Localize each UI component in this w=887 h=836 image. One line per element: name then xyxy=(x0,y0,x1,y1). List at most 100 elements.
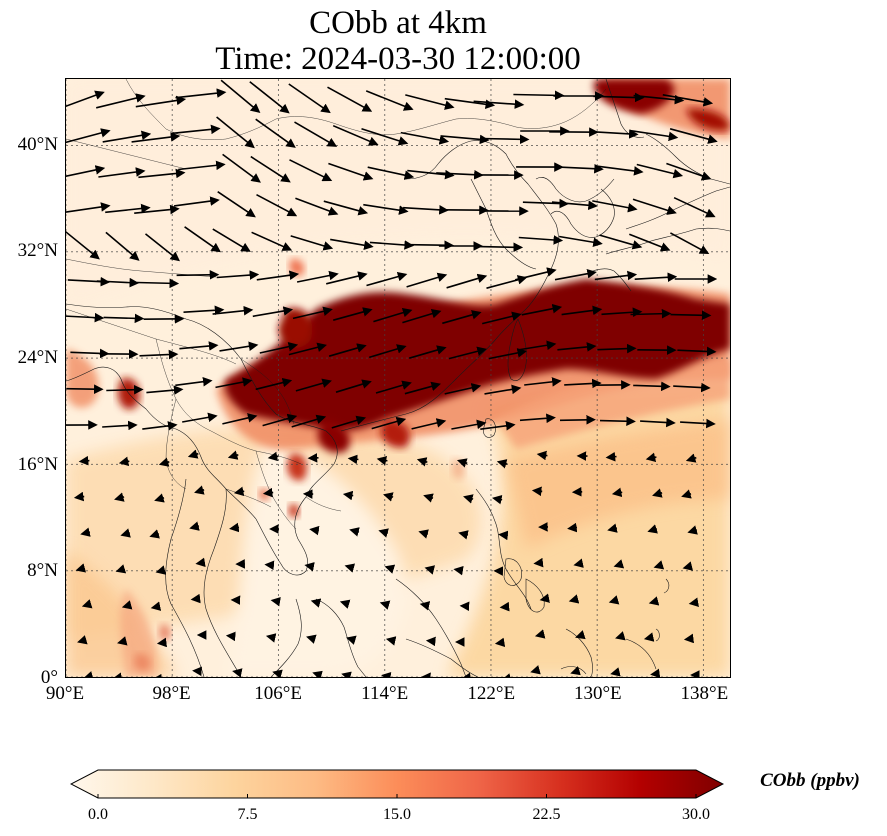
wind-arrow xyxy=(120,528,131,538)
wind-arrow xyxy=(105,231,140,261)
wind-arrow xyxy=(347,454,359,465)
wind-arrow xyxy=(551,200,598,211)
wind-arrow xyxy=(425,636,436,647)
wind-arrow xyxy=(81,599,93,609)
wind-arrow xyxy=(346,635,357,645)
wind-arrow xyxy=(405,94,455,110)
wind-arrow xyxy=(379,600,391,610)
wind-arrow xyxy=(652,488,663,498)
wind-arrow xyxy=(212,305,254,316)
lon-tick-label: 138°E xyxy=(680,683,729,704)
wind-arrow xyxy=(629,233,671,252)
wind-arrow xyxy=(66,312,105,323)
wind-arrow xyxy=(685,453,697,463)
wind-arrow xyxy=(78,455,90,466)
wind-arrow xyxy=(436,169,484,180)
wind-arrow xyxy=(184,226,221,253)
wind-arrow xyxy=(135,95,187,108)
wind-arrow xyxy=(444,97,496,110)
wind-arrow xyxy=(666,162,712,181)
wind-arrow xyxy=(292,306,333,320)
wind-arrow xyxy=(295,378,332,392)
wind-arrow xyxy=(114,492,125,502)
wind-arrow xyxy=(681,489,692,499)
wind-arrow xyxy=(640,417,676,428)
wind-arrow xyxy=(267,451,279,462)
wind-arrow xyxy=(669,128,718,144)
wind-arrow xyxy=(463,494,474,504)
wind-arrow xyxy=(158,457,170,467)
wind-arrow xyxy=(255,118,296,148)
wind-arrow xyxy=(339,599,351,609)
wind-arrow xyxy=(682,561,694,571)
wind-arrow xyxy=(446,273,488,289)
wind-arrow xyxy=(440,134,490,145)
wind-arrow xyxy=(498,530,509,541)
wind-arrow xyxy=(171,124,221,135)
wind-arrow xyxy=(194,485,205,495)
wind-arrow xyxy=(219,341,259,352)
wind-arrow xyxy=(599,416,636,427)
lon-tick-label: 106°E xyxy=(254,683,302,704)
wind-arrow xyxy=(270,596,281,607)
wind-arrow xyxy=(518,235,564,245)
lat-tick-label: 8°N xyxy=(27,560,58,582)
wind-arrow xyxy=(66,231,100,260)
colorbar xyxy=(70,769,724,799)
wind-arrow xyxy=(632,198,677,215)
wind-arrow xyxy=(75,563,87,573)
wind-arrow xyxy=(599,234,643,250)
wind-vector-field xyxy=(66,79,718,677)
wind-arrow xyxy=(66,202,111,213)
wind-arrow xyxy=(77,635,88,645)
lon-tick-label: 114°E xyxy=(361,683,409,704)
wind-arrow xyxy=(312,670,323,677)
wind-arrow xyxy=(66,90,105,108)
wind-arrow xyxy=(653,560,665,570)
wind-arrow xyxy=(488,348,528,360)
map-panel[interactable] xyxy=(65,78,731,678)
wind-arrow xyxy=(155,565,167,575)
wind-arrow xyxy=(647,524,658,534)
wind-arrow xyxy=(256,193,298,217)
wind-arrow xyxy=(404,381,441,395)
wind-arrow xyxy=(149,529,160,539)
wind-arrow xyxy=(331,415,367,429)
wind-arrow xyxy=(534,629,546,639)
wind-arrow xyxy=(83,671,94,677)
wind-arrow xyxy=(175,376,213,387)
wind-arrow xyxy=(448,346,487,360)
colorbar-label: CObb (ppbv) xyxy=(760,770,860,791)
wind-arrow xyxy=(344,563,356,573)
wind-arrow xyxy=(349,527,360,537)
wind-arrow xyxy=(328,343,367,357)
wind-arrow xyxy=(332,307,373,321)
wind-arrow xyxy=(648,596,660,606)
wind-arrow xyxy=(531,486,543,497)
wind-arrow xyxy=(295,197,339,216)
wind-arrow xyxy=(173,196,220,207)
wind-arrow xyxy=(304,562,315,572)
wind-arrow xyxy=(670,232,710,255)
wind-arrow xyxy=(643,632,655,642)
wind-arrow xyxy=(361,128,409,146)
wind-arrow xyxy=(265,633,277,643)
lon-tick-label: 122°E xyxy=(467,683,516,704)
wind-arrow xyxy=(183,305,225,316)
wind-arrow xyxy=(294,121,338,147)
wind-arrow xyxy=(605,451,617,462)
wind-arrow xyxy=(105,203,151,214)
wind-arrow xyxy=(225,631,236,642)
wind-arrow xyxy=(589,129,639,139)
wind-arrow xyxy=(366,271,408,287)
wind-arrow xyxy=(215,377,253,389)
wind-arrow xyxy=(673,382,711,393)
wind-arrow xyxy=(375,380,412,394)
wind-arrow xyxy=(418,529,429,539)
wind-arrow xyxy=(559,415,596,425)
wind-arrow xyxy=(264,560,275,571)
wind-arrow xyxy=(102,420,138,431)
lon-tick-label: 90°E xyxy=(45,683,85,704)
wind-arrow xyxy=(326,271,368,285)
colorbar-tick-label: 22.5 xyxy=(532,806,561,823)
